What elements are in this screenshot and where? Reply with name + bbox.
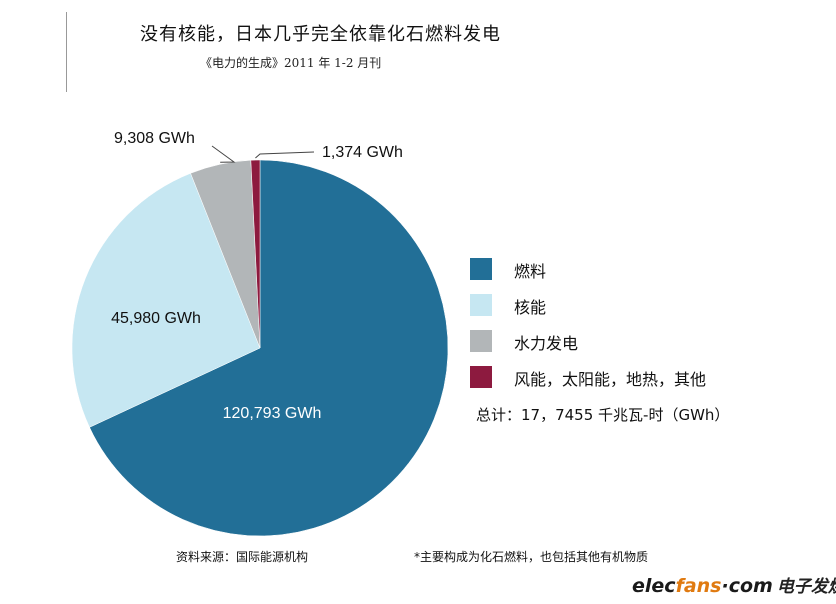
- total-label: 总计：17，7455 千兆瓦-时（GWh）: [476, 406, 730, 424]
- value-label-hydro: 9,308 GWh: [114, 130, 195, 147]
- source-note: 资料来源：国际能源机构: [176, 550, 309, 564]
- legend-swatch: [470, 366, 492, 388]
- legend-swatch: [470, 294, 492, 316]
- legend-label: 燃料: [514, 262, 547, 281]
- chart-title: 没有核能，日本几乎完全依靠化石燃料发电: [140, 24, 501, 45]
- value-label-nuclear: 45,980 GWh: [111, 310, 201, 327]
- value-label-fuel: 120,793 GWh: [223, 405, 322, 422]
- chart-subtitle: 《电力的生成》2011 年 1-2 月刊: [200, 56, 382, 70]
- leader-line-hydro: [211, 145, 236, 163]
- leader-line-other: [255, 151, 315, 159]
- legend-swatch: [470, 258, 492, 280]
- pie-slice-fuel: [89, 159, 449, 537]
- footnote: *主要构成为化石燃料，也包括其他有机物质: [414, 550, 649, 564]
- brand-text-1: elec: [632, 575, 676, 597]
- legend-swatch: [470, 330, 492, 352]
- legend-label: 水力发电: [514, 334, 579, 353]
- pie-slice-nuclear: [71, 172, 261, 428]
- legend-label: 核能: [514, 298, 547, 317]
- brand-logo: elecfans·com电子发烧友: [632, 572, 836, 597]
- value-label-other: 1,374 GWh: [322, 144, 403, 161]
- corner-mark-top: [66, 12, 67, 92]
- brand-text-2: fans: [675, 575, 722, 597]
- pie-slice-other: [250, 159, 261, 349]
- brand-text-3: ·com: [721, 575, 773, 597]
- legend-label: 风能，太阳能，地热，其他: [514, 370, 707, 389]
- brand-text-cn: 电子发烧友: [776, 577, 836, 597]
